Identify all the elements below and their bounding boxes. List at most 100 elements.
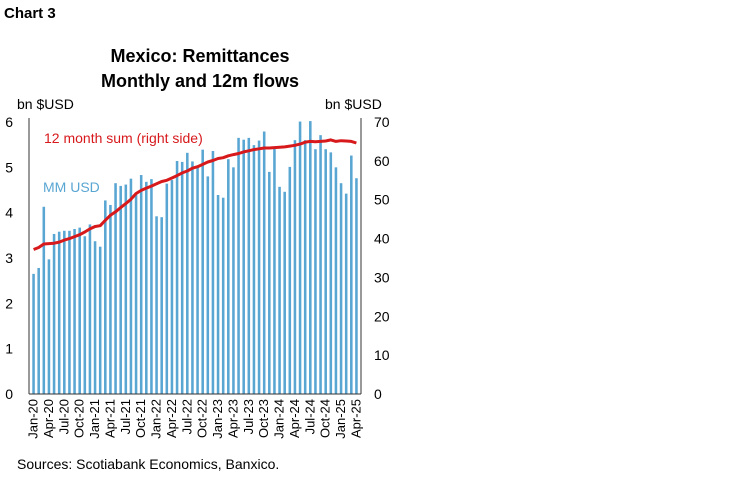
bar bbox=[52, 233, 56, 394]
bar bbox=[211, 151, 215, 394]
bar bbox=[309, 121, 312, 395]
x-tick-label: Oct-20 bbox=[72, 399, 87, 438]
bar bbox=[319, 135, 322, 394]
bar bbox=[257, 140, 261, 394]
bar bbox=[206, 176, 210, 394]
y-left-tick-label: 5 bbox=[5, 159, 13, 175]
y-right-tick-label: 20 bbox=[374, 308, 390, 324]
x-tick-label: Jan-22 bbox=[149, 399, 164, 439]
bar bbox=[242, 139, 245, 394]
bar bbox=[293, 140, 297, 394]
bar bbox=[119, 185, 122, 394]
bar bbox=[150, 179, 153, 394]
y-left-tick-label: 4 bbox=[5, 205, 13, 221]
bar bbox=[247, 137, 251, 394]
bar bbox=[83, 236, 87, 394]
x-tick-label: Oct-21 bbox=[133, 399, 148, 438]
chart-title-line: Monthly and 12m flows bbox=[101, 71, 299, 91]
bar bbox=[104, 200, 107, 394]
annotations: 12 month sum (right side) MM USD bbox=[43, 130, 203, 195]
bar bbox=[139, 175, 143, 394]
chart-title: Mexico: Remittances Monthly and 12m flows bbox=[101, 46, 299, 91]
x-tick-label: Jan-21 bbox=[87, 399, 102, 439]
x-tick-label: Apr-23 bbox=[225, 399, 240, 438]
bar-series bbox=[32, 121, 358, 395]
x-tick-label: Jan-20 bbox=[26, 399, 41, 439]
y-left-tick-label: 6 bbox=[5, 114, 13, 130]
bar bbox=[273, 147, 276, 394]
bar bbox=[186, 152, 189, 394]
bar bbox=[57, 231, 61, 394]
bar bbox=[201, 149, 204, 394]
line-12m-sum bbox=[33, 138, 357, 251]
bar bbox=[278, 186, 281, 394]
x-tick-label: Apr-25 bbox=[348, 399, 363, 438]
bar bbox=[145, 181, 148, 394]
line-series-label: 12 month sum (right side) bbox=[44, 130, 203, 146]
bar bbox=[175, 160, 179, 394]
bar bbox=[314, 149, 317, 394]
bar bbox=[298, 121, 302, 395]
y-right-tick-label: 0 bbox=[374, 386, 382, 402]
bar bbox=[73, 228, 76, 394]
bar bbox=[216, 194, 220, 394]
x-tick-label: Apr-20 bbox=[41, 399, 56, 438]
x-tick-label: Jul-20 bbox=[56, 399, 71, 434]
axis-units: bn $USD bn $USD bbox=[17, 96, 382, 112]
bar bbox=[134, 194, 138, 394]
bar bbox=[303, 140, 307, 394]
bar bbox=[165, 183, 169, 394]
bar bbox=[63, 230, 66, 394]
x-tick-label: Jan-24 bbox=[272, 399, 287, 439]
bar bbox=[88, 224, 92, 394]
x-tick-label: Jul-24 bbox=[302, 399, 317, 434]
bar bbox=[355, 178, 358, 394]
x-tick-label: Jan-25 bbox=[333, 399, 348, 439]
x-tick-label: Apr-22 bbox=[164, 399, 179, 438]
bar bbox=[78, 227, 81, 394]
x-tick-label: Jul-22 bbox=[179, 399, 194, 434]
bar bbox=[68, 230, 71, 394]
y-right-tick-label: 40 bbox=[374, 231, 390, 247]
bar bbox=[93, 241, 97, 394]
bar bbox=[252, 145, 256, 394]
y-left-tick-label: 1 bbox=[5, 341, 13, 357]
bar bbox=[262, 131, 266, 394]
axes bbox=[28, 118, 362, 395]
bar-series-label: MM USD bbox=[43, 179, 100, 195]
bar bbox=[124, 184, 128, 394]
bar bbox=[344, 193, 348, 394]
x-tick-label: Apr-21 bbox=[102, 399, 117, 438]
bar bbox=[42, 206, 46, 394]
bar bbox=[334, 167, 338, 394]
x-tick-label: Oct-22 bbox=[195, 399, 210, 438]
y-left-tick-label: 0 bbox=[5, 386, 13, 402]
y-left-tick-label: 2 bbox=[5, 295, 13, 311]
y-left-unit: bn $USD bbox=[17, 96, 74, 112]
bar bbox=[170, 180, 174, 394]
y-left-tick-label: 3 bbox=[5, 250, 13, 266]
chart-number-label: Chart 3 bbox=[4, 5, 56, 22]
bar bbox=[227, 159, 230, 394]
bar bbox=[160, 217, 163, 394]
source-note: Sources: Scotiabank Economics, Banxico. bbox=[17, 456, 280, 472]
bar bbox=[221, 197, 225, 394]
y-right-tick-label: 30 bbox=[374, 269, 390, 285]
bar bbox=[329, 152, 333, 394]
bar bbox=[180, 161, 184, 394]
bar bbox=[191, 161, 194, 394]
x-tick-label: Oct-23 bbox=[256, 399, 271, 438]
bar bbox=[339, 183, 343, 394]
bar bbox=[98, 246, 102, 394]
x-tick-label: Jan-23 bbox=[210, 399, 225, 439]
x-tick-label: Apr-24 bbox=[287, 399, 302, 438]
bar bbox=[47, 259, 51, 394]
bar bbox=[155, 216, 158, 394]
x-tick-label: Oct-24 bbox=[318, 399, 333, 438]
y-right-tick-label: 10 bbox=[374, 347, 390, 363]
x-tick-label: Jul-21 bbox=[118, 399, 133, 434]
bar bbox=[37, 267, 40, 394]
bar bbox=[32, 273, 35, 394]
